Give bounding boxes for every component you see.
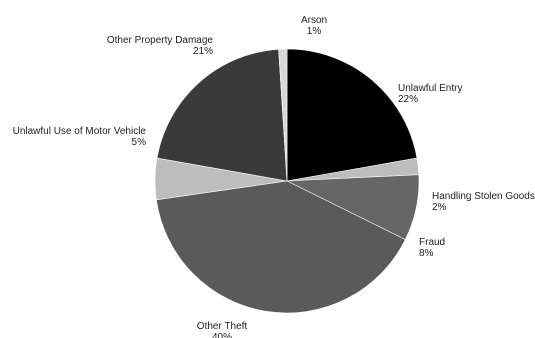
slice-value-unlawful-entry: 22% <box>398 94 418 105</box>
slice-value-arson: 1% <box>307 26 322 37</box>
slice-value-unlawful-use-of-motor-vehicle: 5% <box>132 137 147 148</box>
slice-label-other-property-damage: Other Property Damage <box>107 35 214 46</box>
slice-value-other-theft: 40% <box>212 332 232 338</box>
slice-label-unlawful-use-of-motor-vehicle: Unlawful Use of Motor Vehicle <box>13 126 147 137</box>
slice-value-fraud: 8% <box>419 248 434 259</box>
slice-label-unlawful-entry: Unlawful Entry <box>398 83 462 94</box>
pie-slice-unlawful-entry <box>286 48 418 182</box>
pie-slice-other-theft <box>156 180 406 314</box>
slice-value-handling-stolen-goods: 2% <box>432 202 447 213</box>
slice-label-other-theft: Other Theft <box>197 321 248 332</box>
slice-label-arson: Arson <box>301 15 327 26</box>
slice-label-fraud: Fraud <box>419 237 445 248</box>
slice-label-handling-stolen-goods: Handling Stolen Goods <box>432 191 535 202</box>
pie-slice-other-property-damage <box>156 48 288 182</box>
pie-slice-arson <box>278 48 288 182</box>
slice-value-other-property-damage: 21% <box>193 46 213 57</box>
